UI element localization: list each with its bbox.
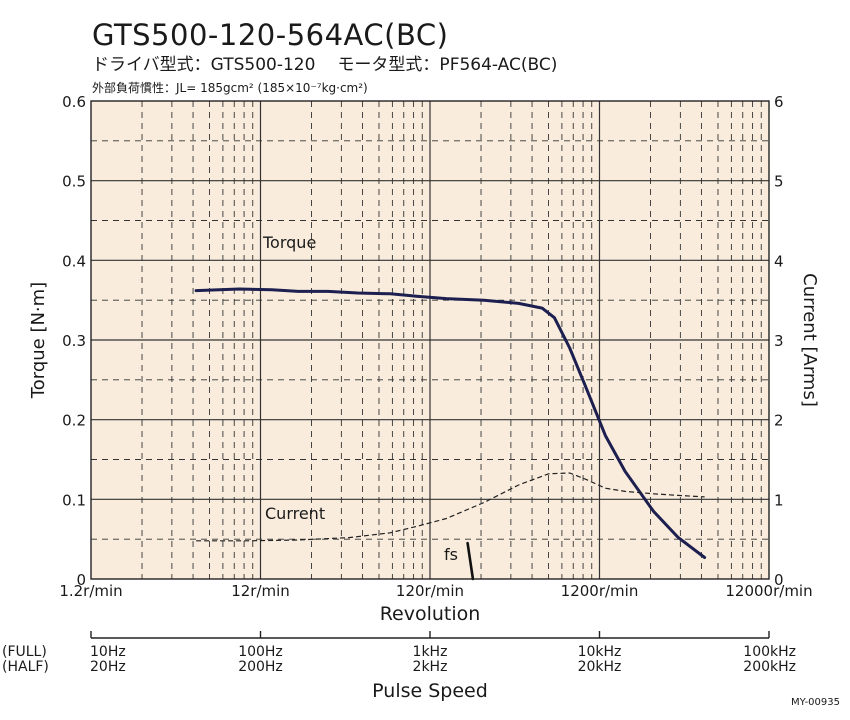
annotation-current: Current — [265, 504, 325, 523]
pulse-speed-axis: (FULL) 10Hz 100Hz 1kHz 10kHz 100kHz (HALF) 20Hz… — [2, 631, 796, 675]
annotation-torque: Torque — [262, 233, 316, 252]
model-info: ドライバ型式：GTS500-120 モータ型式：PF564-AC(BC) — [92, 54, 557, 76]
pulse-row-label: (HALF) — [2, 659, 49, 675]
y-tick-label: 0.5 — [62, 173, 86, 191]
series-line-torque — [194, 287, 707, 559]
series-line-current — [196, 472, 705, 542]
y-tick-label: 0.4 — [62, 252, 86, 270]
x-tick-label: 12000r/min — [725, 582, 812, 600]
y-tick-label: 0.3 — [62, 332, 86, 350]
y-tick-label: 0.1 — [62, 491, 86, 509]
y-tick-label: 0 — [76, 571, 86, 589]
x-tick-label: 120r/min — [396, 582, 464, 600]
y-tick-label: 0.2 — [62, 412, 86, 430]
pulse-tick-label: 100Hz — [238, 644, 283, 660]
y2-tick-label: 1 — [774, 491, 784, 509]
x-tick-label: 12r/min — [231, 582, 290, 600]
y2-axis-label: Current [Arms] — [799, 273, 820, 407]
y2-tick-label: 0 — [774, 571, 784, 589]
annotation-fs: fs — [444, 545, 458, 564]
tick-labels: 1.2r/min 12r/min 120r/min 1200r/min 12000r/m… — [59, 93, 812, 600]
pulse-tick-label: 100kHz — [743, 644, 796, 660]
x-tick-label: 1.2r/min — [59, 582, 122, 600]
driver-model: ドライバ型式：GTS500-120 — [92, 55, 316, 75]
series-group — [194, 287, 707, 581]
pulse-speed-label: Pulse Speed — [372, 680, 488, 702]
y-tick-label: 0.6 — [62, 93, 86, 111]
pulse-tick-label: 200kHz — [743, 659, 796, 675]
document-id: MY-00935 — [791, 697, 840, 708]
pulse-tick-label: 10kHz — [578, 644, 622, 660]
y-axis-label: Torque [N·m] — [28, 282, 49, 399]
pulse-tick-label: 20Hz — [90, 659, 126, 675]
fs-marker — [466, 541, 475, 581]
chart-title: GTS500-120-564AC(BC) — [92, 18, 449, 52]
motor-model: モータ型式：PF564-AC(BC) — [337, 55, 558, 75]
pulse-row-label: (FULL) — [2, 644, 47, 660]
pulse-tick-label: 10Hz — [90, 644, 126, 660]
y2-tick-label: 5 — [774, 173, 784, 191]
pulse-tick-label: 2kHz — [413, 659, 448, 675]
pulse-tick-label: 20kHz — [578, 659, 622, 675]
plot-frame — [90, 100, 770, 580]
y2-tick-label: 2 — [774, 412, 784, 430]
pulse-tick-label: 1kHz — [413, 644, 448, 660]
y2-tick-label: 6 — [774, 93, 784, 111]
x-axis-label: Revolution — [380, 603, 481, 625]
grid-lines — [91, 101, 769, 579]
load-inertia: 外部負荷慣性：JL= 185gcm² (185×10⁻⁷kg·cm²) — [92, 81, 368, 95]
pulse-tick-label: 200Hz — [238, 659, 283, 675]
y2-tick-label: 3 — [774, 332, 784, 350]
y2-tick-label: 4 — [774, 252, 784, 270]
x-tick-label: 1200r/min — [561, 582, 639, 600]
